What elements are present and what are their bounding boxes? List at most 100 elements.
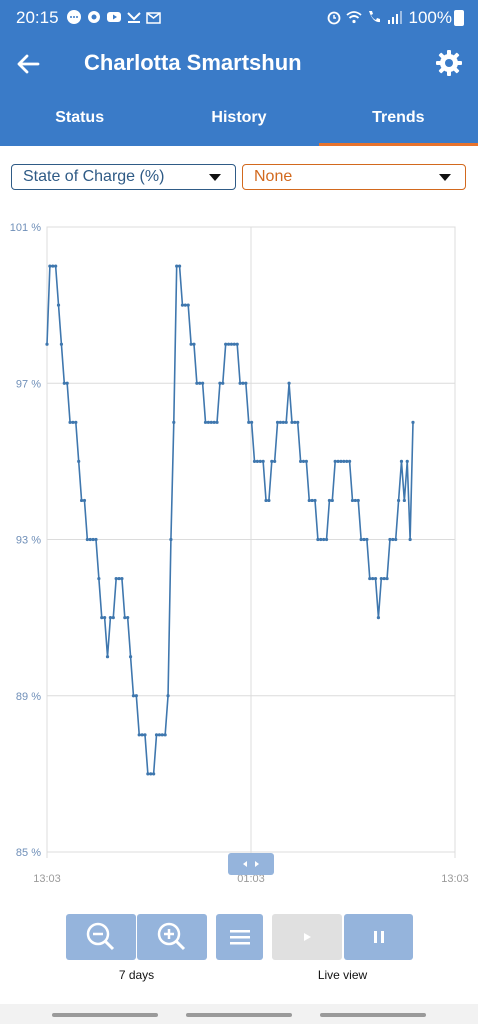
pan-handle-bg[interactable]: [228, 853, 274, 875]
data-point: [310, 498, 314, 503]
gear-icon[interactable]: [434, 48, 464, 78]
data-point: [82, 498, 87, 503]
menu-button[interactable]: [216, 914, 263, 960]
x-tick-label: 13:03: [33, 873, 61, 885]
x-tick-label: 13:03: [441, 873, 469, 885]
data-point: [232, 342, 236, 346]
zoom-in-icon: [157, 922, 186, 951]
system-nav-bar: [0, 1004, 478, 1024]
data-point: [149, 772, 153, 776]
tab-trends-label: Trends: [372, 109, 425, 126]
data-point: [359, 537, 363, 542]
youtube-icon: [107, 12, 121, 22]
missed-call-icon: [127, 12, 141, 23]
back-arrow-icon[interactable]: [14, 50, 42, 78]
range-label: 7 days: [118, 968, 155, 982]
data-point: [143, 733, 147, 737]
tab-status[interactable]: Status: [0, 94, 159, 146]
nav-back[interactable]: [320, 1013, 426, 1017]
data-point: [62, 381, 66, 385]
data-point: [140, 733, 144, 737]
data-point: [48, 264, 52, 268]
data-point: [368, 576, 372, 581]
tab-status-label: Status: [55, 109, 105, 126]
series-line: [46, 265, 414, 775]
data-point: [241, 381, 245, 385]
wifi-icon: [346, 11, 362, 24]
data-point: [192, 342, 196, 346]
data-point: [342, 459, 346, 463]
data-point: [59, 342, 64, 346]
data-point: [264, 498, 268, 503]
data-point: [152, 772, 156, 776]
data-point: [287, 381, 291, 385]
data-point: [296, 420, 300, 424]
primary-metric-select[interactable]: State of Charge (%): [11, 164, 236, 190]
data-point: [186, 303, 190, 307]
data-point: [195, 381, 199, 385]
y-tick-label: 97 %: [16, 378, 41, 390]
zoom-in-button[interactable]: [137, 914, 207, 960]
data-point: [347, 459, 352, 463]
data-point: [218, 381, 222, 385]
pan-handle[interactable]: [228, 853, 274, 875]
data-point: [71, 420, 75, 424]
pause-button[interactable]: [344, 914, 413, 960]
menu-icon: [229, 930, 250, 945]
data-point: [275, 420, 280, 424]
dropdown-arrow-icon: [439, 174, 451, 181]
data-point: [45, 342, 49, 346]
data-point: [94, 537, 98, 542]
data-point: [103, 616, 107, 620]
tab-trends[interactable]: Trends: [318, 94, 478, 146]
data-point: [74, 420, 78, 424]
data-point: [166, 694, 170, 698]
wifi-call-icon: [369, 11, 380, 23]
data-point: [79, 498, 84, 503]
data-point: [180, 303, 185, 307]
data-point: [56, 303, 61, 307]
tab-history-label: History: [211, 109, 267, 126]
data-point: [252, 459, 257, 463]
data-point: [134, 694, 138, 698]
data-point: [319, 537, 323, 542]
secondary-metric-select[interactable]: None: [242, 164, 466, 190]
data-point: [307, 498, 311, 503]
data-point: [100, 616, 104, 620]
play-button[interactable]: [272, 914, 342, 960]
data-point: [77, 459, 81, 463]
data-point: [206, 420, 210, 424]
data-point: [376, 616, 381, 620]
data-point: [111, 616, 115, 620]
data-point: [356, 498, 360, 503]
data-point: [322, 537, 326, 542]
data-point: [221, 381, 225, 385]
data-point: [177, 264, 182, 268]
data-point: [65, 381, 69, 385]
nav-recents[interactable]: [52, 1013, 158, 1017]
data-point: [215, 420, 219, 424]
data-point: [175, 264, 179, 268]
data-point: [255, 459, 259, 463]
nav-home[interactable]: [186, 1013, 292, 1017]
trend-chart[interactable]: 85 % 89 % 93 % 97 % 101 % 13:03 01:03 13:03: [0, 210, 478, 900]
data-point: [313, 498, 317, 503]
data-point: [365, 537, 369, 542]
data-point: [247, 420, 251, 424]
tab-history[interactable]: History: [159, 94, 318, 146]
zoom-out-button[interactable]: [66, 914, 136, 960]
pan-arrows-icon: [243, 861, 259, 867]
y-tick-label: 89 %: [16, 691, 41, 703]
data-point: [117, 576, 121, 581]
data-point: [388, 537, 392, 542]
data-point: [250, 420, 254, 424]
data-point: [172, 420, 176, 424]
y-tick-label: 101 %: [10, 222, 41, 234]
data-point: [405, 459, 409, 463]
data-point: [327, 498, 332, 503]
data-point: [108, 616, 113, 620]
data-point: [301, 459, 306, 463]
data-point: [270, 459, 274, 463]
data-point: [396, 498, 401, 503]
status-bar: 20:15 100%: [0, 0, 478, 34]
